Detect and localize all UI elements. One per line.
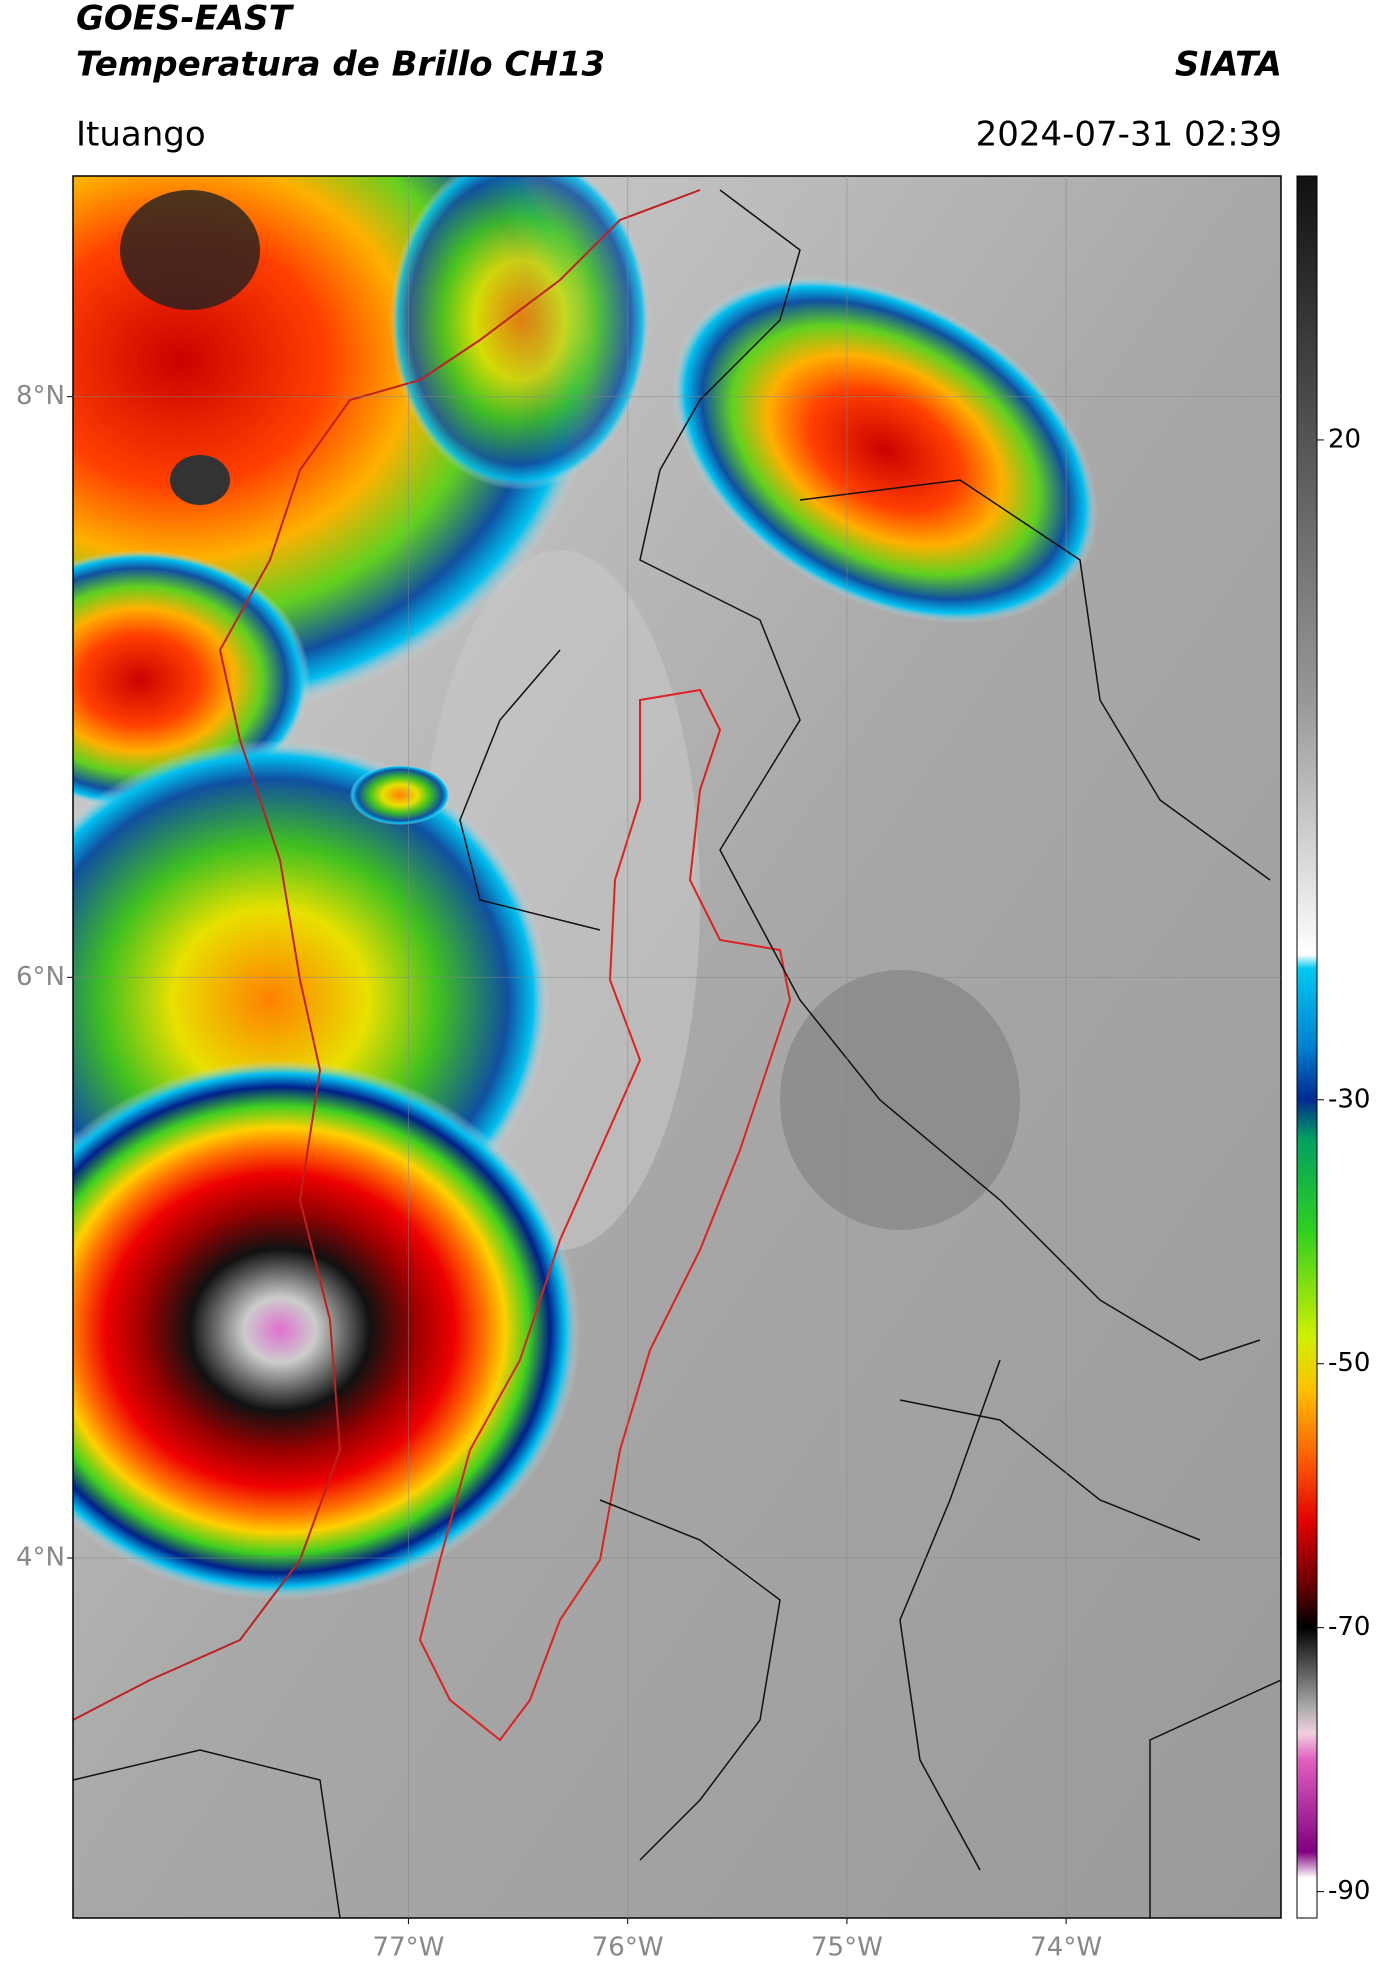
colorbar-tick-label: -90 xyxy=(1328,1876,1370,1906)
colorbar xyxy=(1296,175,1318,1919)
colorbar-tick-label: -50 xyxy=(1328,1348,1370,1378)
colorbar-tick-label: -30 xyxy=(1328,1084,1370,1114)
brand: SIATA xyxy=(1175,45,1282,85)
location: Ituango xyxy=(76,115,206,155)
title: GOES-EAST xyxy=(76,0,295,39)
x-tick-label: 74°W xyxy=(1030,1933,1102,1963)
y-tick-label: 4°N xyxy=(16,1542,65,1572)
x-tick-label: 77°W xyxy=(373,1933,445,1963)
x-tick-label: 76°W xyxy=(592,1933,664,1963)
map-frame xyxy=(72,175,1282,1919)
datetime: 2024-07-31 02:39 xyxy=(976,115,1282,155)
colorbar-tick-label: 20 xyxy=(1328,424,1361,454)
borders xyxy=(73,189,1281,1918)
map-image xyxy=(73,176,1281,1918)
y-tick-label: 6°N xyxy=(16,962,65,992)
colorbar-tick-label: -70 xyxy=(1328,1612,1370,1642)
subtitle: Temperatura de Brillo CH13 xyxy=(76,45,605,85)
x-tick-label: 75°W xyxy=(811,1933,883,1963)
y-tick-label: 8°N xyxy=(16,381,65,411)
